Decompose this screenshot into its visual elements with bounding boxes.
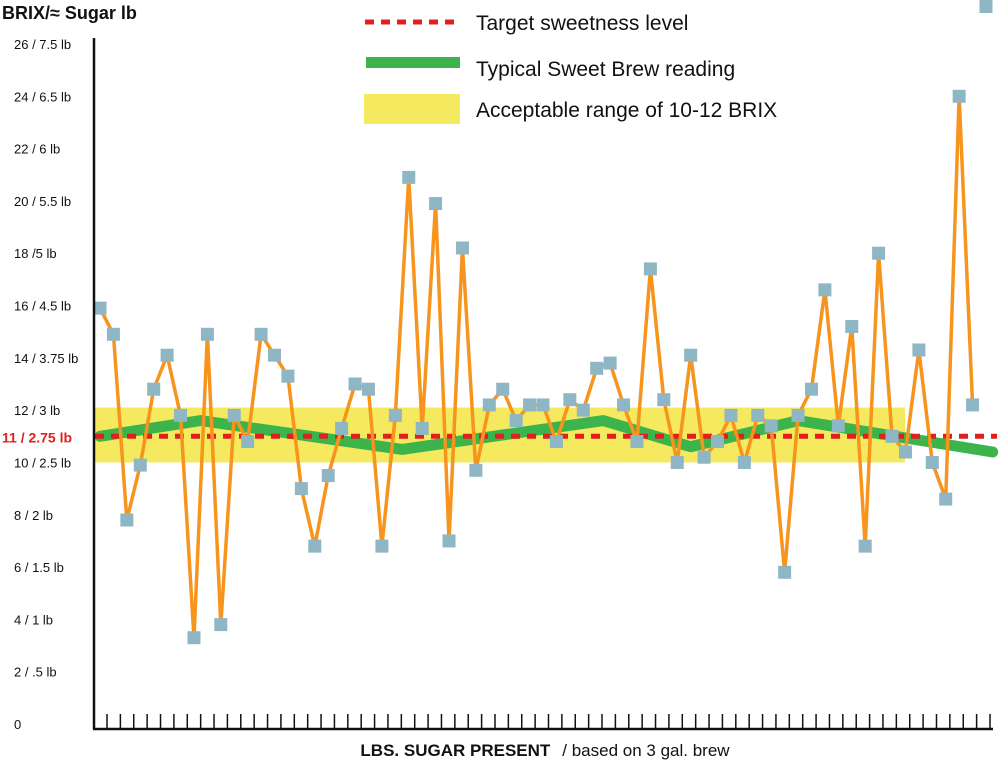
reading-point bbox=[590, 361, 604, 375]
reading-point bbox=[952, 89, 966, 103]
reading-point bbox=[214, 618, 228, 632]
reading-point bbox=[93, 301, 107, 315]
y-tick-label: 16 / 4.5 lb bbox=[14, 299, 71, 314]
y-axis-title: BRIX/≈ Sugar lb bbox=[2, 3, 137, 23]
reading-point bbox=[227, 408, 241, 422]
reading-point bbox=[845, 319, 859, 333]
reading-point bbox=[536, 398, 550, 412]
reading-point bbox=[737, 455, 751, 469]
reading-point bbox=[617, 398, 631, 412]
reading-point bbox=[509, 414, 523, 428]
reading-point bbox=[187, 631, 201, 645]
reading-point bbox=[751, 408, 765, 422]
reading-point bbox=[442, 534, 456, 548]
reading-point bbox=[523, 398, 537, 412]
reading-point bbox=[804, 382, 818, 396]
reading-point bbox=[402, 170, 416, 184]
legend-typical-label: Typical Sweet Brew reading bbox=[476, 58, 735, 81]
reading-point bbox=[643, 262, 657, 276]
reading-point bbox=[912, 343, 926, 357]
reading-point bbox=[778, 565, 792, 579]
reading-point bbox=[603, 356, 617, 370]
reading-point bbox=[335, 421, 349, 435]
legend-target-label: Target sweetness level bbox=[476, 12, 688, 35]
reading-point bbox=[885, 429, 899, 443]
y-tick-label: 20 / 5.5 lb bbox=[14, 194, 71, 209]
reading-point bbox=[764, 419, 778, 433]
x-ticks-layer bbox=[106, 714, 991, 729]
reading-point bbox=[630, 435, 644, 449]
legend-range-swatch bbox=[364, 94, 460, 124]
reading-point bbox=[670, 455, 684, 469]
reading-point bbox=[415, 421, 429, 435]
reading-point bbox=[321, 469, 335, 483]
reading-point bbox=[268, 348, 282, 362]
reading-point bbox=[979, 0, 993, 13]
y-tick-label: 0 bbox=[14, 717, 21, 732]
reading-point bbox=[711, 435, 725, 449]
y-tick-label: 12 / 3 lb bbox=[14, 403, 60, 418]
reading-point bbox=[361, 382, 375, 396]
x-axis-title: LBS. SUGAR PRESENT / based on 3 gal. brew bbox=[360, 741, 730, 760]
reading-point bbox=[898, 445, 912, 459]
reading-point bbox=[241, 435, 255, 449]
reading-point bbox=[684, 348, 698, 362]
reading-point bbox=[818, 283, 832, 297]
reading-point bbox=[200, 327, 214, 341]
reading-point bbox=[697, 450, 711, 464]
reading-point bbox=[160, 348, 174, 362]
reading-point bbox=[133, 458, 147, 472]
reading-point bbox=[549, 435, 563, 449]
x-axis-title-bold: LBS. SUGAR PRESENT bbox=[360, 741, 550, 760]
reading-point bbox=[939, 492, 953, 506]
legend: Target sweetness level Typical Sweet Bre… bbox=[364, 12, 777, 124]
reading-point bbox=[120, 513, 134, 527]
reading-point bbox=[106, 327, 120, 341]
readings-line bbox=[98, 94, 975, 640]
y-tick-label: 8 / 2 lb bbox=[14, 508, 53, 523]
reading-point bbox=[147, 382, 161, 396]
reading-point bbox=[858, 539, 872, 553]
reading-point bbox=[872, 246, 886, 260]
reading-point bbox=[455, 241, 469, 255]
y-tick-label: 18 /5 lb bbox=[14, 246, 57, 261]
reading-point bbox=[429, 197, 443, 211]
reading-point bbox=[576, 403, 590, 417]
x-axis-title-rest: / based on 3 gal. brew bbox=[562, 741, 730, 760]
reading-point bbox=[791, 408, 805, 422]
reading-point bbox=[831, 419, 845, 433]
y-tick-label: 2 / .5 lb bbox=[14, 665, 57, 680]
reading-point bbox=[254, 327, 268, 341]
reading-point bbox=[496, 382, 510, 396]
reading-point bbox=[469, 463, 483, 477]
legend-typical-swatch bbox=[366, 57, 460, 68]
reading-point bbox=[966, 398, 980, 412]
y-tick-label: 6 / 1.5 lb bbox=[14, 560, 64, 575]
y-tick-label: 10 / 2.5 lb bbox=[14, 455, 71, 470]
y-tick-label: 26 / 7.5 lb bbox=[14, 37, 71, 52]
reading-point bbox=[563, 393, 577, 407]
reading-point bbox=[724, 408, 738, 422]
y-tick-label: 4 / 1 lb bbox=[14, 612, 53, 627]
reading-point bbox=[348, 377, 362, 391]
y-tick-label: 24 / 6.5 lb bbox=[14, 89, 71, 104]
readings-layer bbox=[93, 0, 993, 645]
reading-point bbox=[308, 539, 322, 553]
legend-range-label: Acceptable range of 10-12 BRIX bbox=[476, 99, 777, 122]
target-tick-label: 11 / 2.75 lb bbox=[2, 429, 72, 445]
y-tick-label: 14 / 3.75 lb bbox=[14, 351, 78, 366]
reading-point bbox=[482, 398, 496, 412]
reading-point bbox=[375, 539, 389, 553]
reading-point bbox=[281, 369, 295, 383]
reading-point bbox=[294, 482, 308, 496]
reading-point bbox=[657, 393, 671, 407]
reading-point bbox=[925, 455, 939, 469]
reading-point bbox=[174, 408, 188, 422]
reading-point bbox=[388, 408, 402, 422]
y-ticks-layer: 26 / 7.5 lb 24 / 6.5 lb 22 / 6 lb 20 / 5.5 … bbox=[2, 37, 78, 732]
y-tick-label: 22 / 6 lb bbox=[14, 142, 60, 157]
